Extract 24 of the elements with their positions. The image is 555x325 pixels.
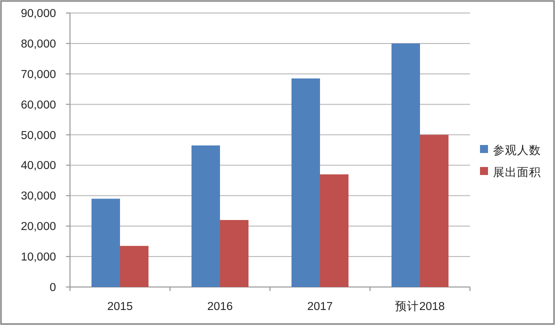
bar <box>292 78 320 287</box>
bar <box>220 220 248 287</box>
y-tick-label: 70,000 <box>20 68 56 81</box>
y-tick-label: 60,000 <box>20 99 56 112</box>
legend-label: 参观人数 <box>493 144 541 157</box>
y-tick-label: 0 <box>50 282 56 294</box>
legend-label: 展出面积 <box>493 166 541 179</box>
y-tick-label: 30,000 <box>20 190 56 203</box>
y-tick-label: 50,000 <box>20 130 56 142</box>
y-tick-label: 20,000 <box>20 221 56 234</box>
x-tick-label: 2016 <box>207 301 233 313</box>
x-tick-label: 2015 <box>107 301 133 313</box>
y-tick-label: 90,000 <box>20 8 56 20</box>
bar <box>120 246 148 287</box>
bar <box>420 134 448 287</box>
bar <box>92 198 120 287</box>
bar <box>192 145 220 287</box>
bar <box>392 43 420 287</box>
y-tick-label: 80,000 <box>20 38 56 50</box>
x-tick-label: 2017 <box>307 301 333 313</box>
y-tick-label: 40,000 <box>20 160 56 172</box>
y-tick-label: 10,000 <box>20 252 56 264</box>
bar <box>320 174 348 287</box>
x-tick-label: 预计2018 <box>395 300 445 313</box>
